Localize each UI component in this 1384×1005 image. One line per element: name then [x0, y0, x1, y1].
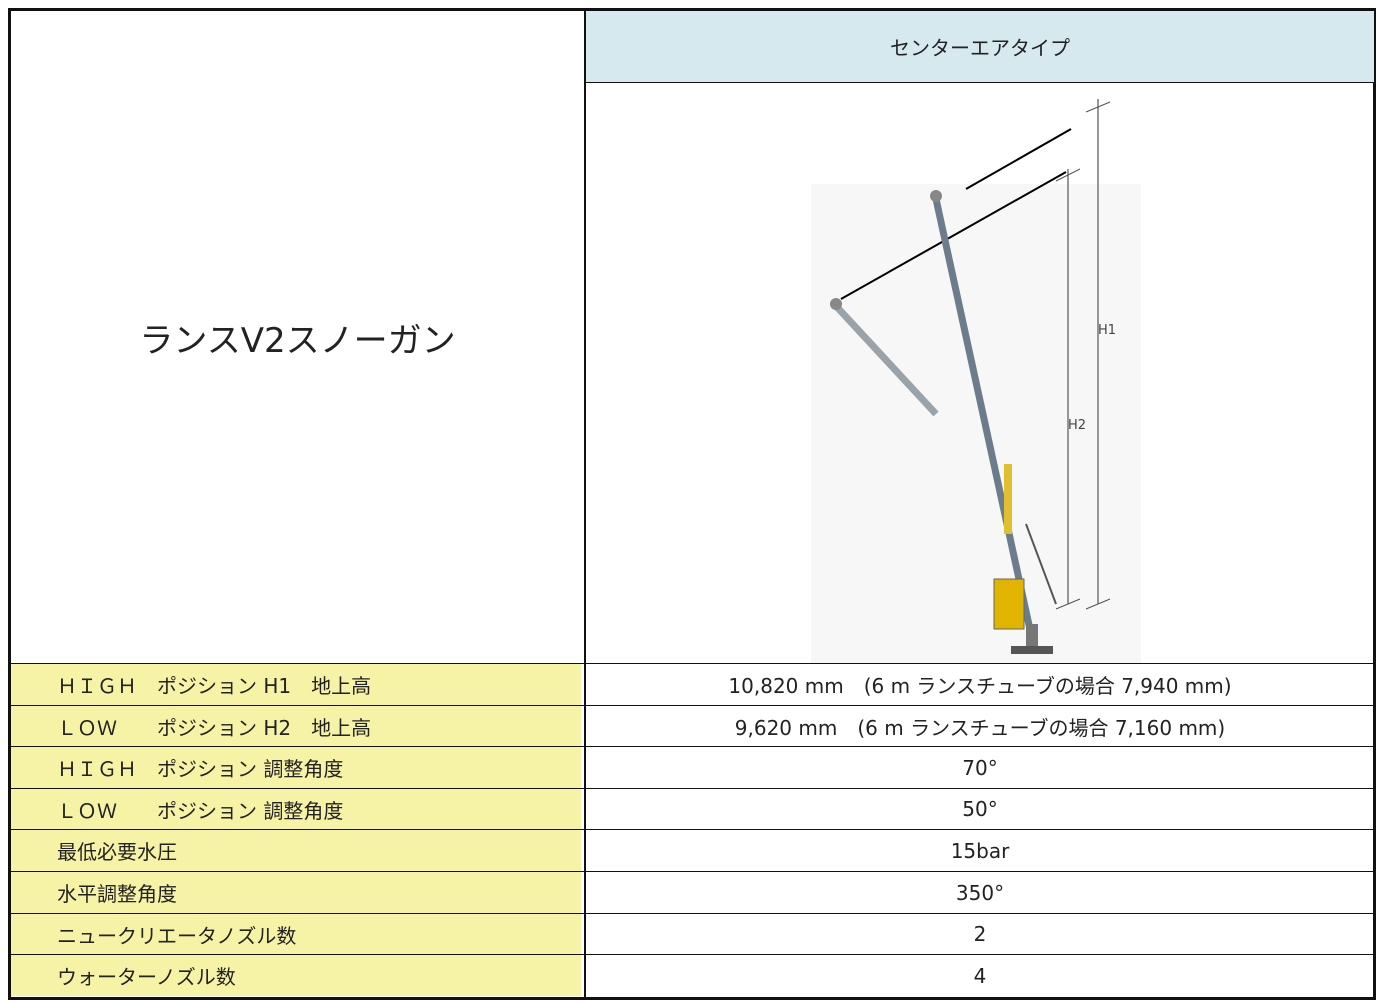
- h2-label: H2: [1068, 418, 1086, 433]
- spec-table: ランスV2スノーガン センターエアタイプ H1 H2 ＨＩＧＨ ポジション H1…: [8, 8, 1376, 1000]
- row-label: ＬＯＷ ポジション H2 地上高: [11, 705, 581, 747]
- row-value: 4: [973, 963, 987, 988]
- row-value: 350°: [955, 880, 1005, 905]
- row-value: 10,820 mm (6 m ランスチューブの場合 7,940 mm): [728, 674, 1232, 698]
- row-label: ＨＩＧＨ ポジション H1 地上高: [11, 664, 581, 705]
- row-label: ニュークリエータノズル数: [11, 913, 581, 955]
- row-label: 水平調整角度: [11, 872, 581, 913]
- row-value: 70°: [962, 755, 998, 780]
- product-name: ランスV2スノーガン: [139, 320, 456, 361]
- row-label: ＨＩＧＨ ポジション 調整角度: [11, 747, 581, 789]
- h1-label: H1: [1098, 323, 1116, 338]
- row-label: ウォーターノズル数: [11, 955, 581, 997]
- lance-figure: H1 H2: [811, 99, 1141, 664]
- row-label: 最低必要水圧: [11, 830, 581, 872]
- row-value: 15bar: [950, 838, 1010, 863]
- type-header: センターエアタイプ: [586, 11, 1374, 83]
- row-value: 50°: [962, 797, 998, 822]
- row-value: 2: [973, 922, 987, 947]
- row-value: 9,620 mm (6 m ランスチューブの場合 7,160 mm): [734, 715, 1226, 740]
- row-label: ＬＯＷ ポジション 調整角度: [11, 788, 581, 830]
